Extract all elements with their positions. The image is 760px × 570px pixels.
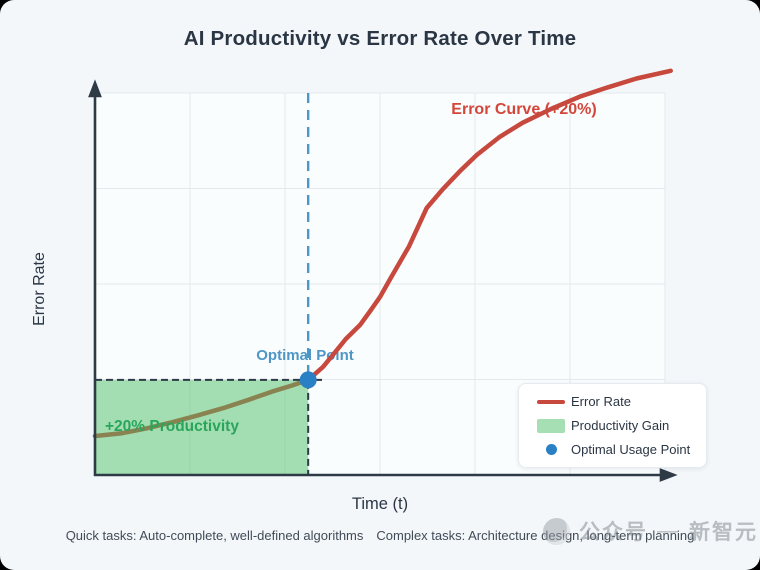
watermark-name: 新智元 bbox=[689, 521, 758, 544]
legend-swatch-col bbox=[531, 399, 571, 404]
productivity-gain-area bbox=[95, 379, 309, 475]
watermark-logo-icon bbox=[543, 517, 570, 545]
footnote-complex-tasks: Complex tasks: Architecture design, long… bbox=[376, 528, 695, 543]
watermark-separator: — bbox=[657, 519, 680, 542]
axes bbox=[88, 79, 678, 482]
productivity-annotation: +20% Productivity bbox=[105, 418, 239, 435]
error-curve-annotation: Error Curve (+20%) bbox=[451, 101, 596, 118]
legend-swatch-col bbox=[531, 418, 571, 433]
y-axis-arrow-icon bbox=[88, 79, 102, 98]
footnote-quick-tasks: Quick tasks: Auto-complete, well-defined… bbox=[65, 528, 364, 543]
legend: Error Rate Productivity Gain Optimal Usa… bbox=[518, 383, 707, 468]
legend-label: Error Rate bbox=[571, 394, 631, 409]
watermark: 公众号 — 新智元 bbox=[543, 516, 758, 546]
footnotes: Quick tasks: Auto-complete, well-defined… bbox=[0, 528, 760, 543]
x-axis-arrow-icon bbox=[659, 468, 678, 482]
point-swatch-icon bbox=[545, 444, 557, 455]
legend-item-optimal-usage-point: Optimal Usage Point bbox=[531, 442, 694, 457]
line-swatch-icon bbox=[537, 399, 565, 404]
area-swatch-icon bbox=[537, 418, 565, 433]
legend-label: Productivity Gain bbox=[571, 418, 670, 433]
legend-label: Optimal Usage Point bbox=[571, 442, 691, 457]
legend-item-productivity-gain: Productivity Gain bbox=[531, 418, 694, 433]
chart-title: AI Productivity vs Error Rate Over Time bbox=[183, 27, 577, 50]
optimal-point-marker bbox=[299, 371, 317, 389]
legend-swatch-col bbox=[531, 444, 571, 455]
x-axis-label: Time (t) bbox=[351, 495, 409, 513]
watermark-prefix: 公众号 bbox=[579, 521, 648, 544]
legend-item-error-rate: Error Rate bbox=[531, 394, 694, 409]
